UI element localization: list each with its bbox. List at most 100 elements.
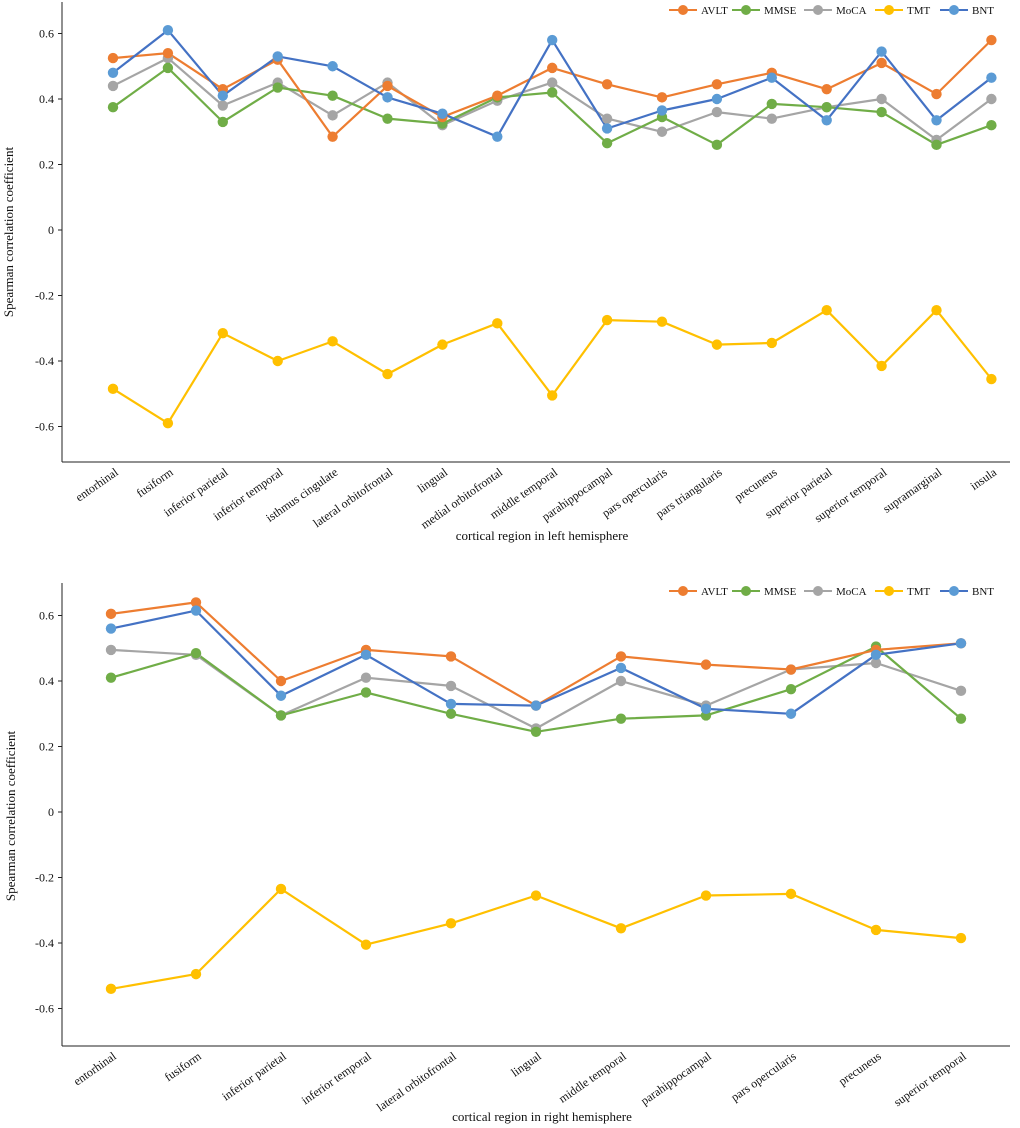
data-point-mmse	[382, 113, 393, 124]
legend-swatch-marker	[884, 586, 894, 596]
data-point-tmt	[700, 890, 712, 901]
y-tick-label: 0	[48, 223, 54, 237]
data-point-mmse	[190, 647, 202, 659]
data-point-avlt	[162, 47, 174, 59]
x-tick-label: lingual	[508, 1049, 544, 1080]
data-point-moca	[107, 80, 119, 92]
y-axis-label: Spearman correlation coefficient	[1, 147, 16, 318]
y-tick-label: 0	[48, 805, 54, 819]
data-point-mmse	[615, 713, 627, 724]
data-point-tmt	[190, 968, 202, 980]
x-tick-label: entorhinal	[71, 1049, 119, 1089]
data-point-tmt	[656, 316, 668, 327]
legend-label-bnt: BNT	[972, 586, 994, 598]
data-point-mmse	[107, 101, 119, 113]
data-point-mmse	[821, 101, 832, 113]
data-point-mmse	[601, 138, 613, 149]
data-point-tmt	[821, 305, 832, 316]
data-point-bnt	[870, 649, 882, 660]
y-tick-label: -0.2	[35, 871, 54, 885]
legend-swatch-marker	[884, 5, 894, 15]
data-point-moca	[547, 77, 558, 88]
data-point-moca	[327, 110, 338, 121]
data-point-avlt	[382, 80, 393, 92]
data-point-mmse	[272, 82, 283, 93]
data-point-avlt	[986, 34, 997, 46]
data-point-tmt	[327, 336, 338, 347]
data-point-tmt	[870, 924, 882, 936]
data-point-mmse	[445, 708, 457, 719]
data-point-tmt	[615, 923, 627, 934]
data-point-tmt	[382, 368, 393, 380]
data-point-bnt	[547, 34, 558, 46]
data-point-bnt	[766, 72, 777, 83]
data-point-bnt	[360, 649, 372, 660]
data-point-avlt	[445, 651, 457, 662]
data-point-mmse	[217, 116, 228, 128]
data-point-avlt	[821, 83, 832, 95]
data-point-moca	[656, 126, 668, 137]
legend-swatch-marker	[949, 5, 959, 15]
data-point-bnt	[656, 105, 668, 116]
y-tick-label: -0.4	[35, 354, 54, 368]
data-point-tmt	[105, 983, 117, 995]
x-tick-label: supramarginal	[880, 465, 945, 516]
series-line-tmt	[110, 887, 962, 990]
data-point-mmse	[275, 710, 287, 721]
data-point-tmt	[986, 373, 997, 385]
data-point-tmt	[876, 360, 887, 372]
legend-label-bnt: BNT	[972, 5, 994, 17]
data-point-avlt	[492, 90, 503, 101]
data-point-avlt	[190, 597, 202, 608]
data-point-mmse	[955, 713, 967, 724]
data-point-tmt	[711, 339, 723, 350]
y-tick-label: 0.2	[39, 740, 54, 754]
x-tick-label: fusiform	[134, 465, 176, 501]
legend-swatch-marker	[678, 586, 688, 596]
data-point-bnt	[530, 700, 542, 711]
data-point-mmse	[105, 672, 117, 683]
data-point-moca	[217, 100, 228, 111]
data-point-bnt	[492, 131, 503, 142]
data-point-mmse	[162, 62, 174, 74]
data-point-mmse	[360, 687, 372, 698]
y-tick-label: 0.4	[39, 674, 54, 688]
data-point-tmt	[360, 939, 372, 950]
data-point-tmt	[547, 390, 558, 401]
legend-label-tmt: TMT	[907, 586, 931, 598]
data-point-tmt	[217, 327, 228, 339]
legend-label-avlt: AVLT	[701, 586, 728, 598]
data-point-tmt	[162, 418, 174, 429]
data-point-avlt	[615, 651, 627, 662]
x-tick-label: inferior parietal	[219, 1049, 289, 1104]
data-point-mmse	[931, 139, 942, 151]
x-axis-label: cortical region in right hemisphere	[452, 1109, 632, 1124]
data-point-mmse	[327, 90, 338, 101]
legend-swatch-marker	[949, 586, 959, 596]
data-point-tmt	[272, 355, 283, 367]
data-point-tmt	[445, 918, 457, 929]
data-point-avlt	[876, 57, 887, 69]
data-point-moca	[870, 657, 882, 669]
data-point-tmt	[530, 890, 542, 901]
legend-swatch-marker	[741, 5, 751, 15]
data-point-moca	[986, 93, 997, 105]
data-point-bnt	[445, 698, 457, 710]
data-point-tmt	[931, 305, 942, 316]
data-point-tmt	[601, 314, 613, 326]
x-tick-label: lateral orbitofrontal	[374, 1049, 459, 1115]
legend-swatch-marker	[741, 586, 751, 596]
data-point-moca	[601, 113, 613, 124]
x-tick-label: pars opercularis	[728, 1049, 799, 1104]
data-point-avlt	[601, 79, 613, 90]
legend-label-moca: MoCA	[836, 586, 867, 598]
legend-swatch-marker	[813, 586, 823, 596]
data-point-avlt	[327, 131, 338, 142]
data-point-moca	[360, 672, 372, 683]
data-point-moca	[445, 680, 457, 692]
x-tick-label: superior temporal	[891, 1049, 969, 1110]
data-point-tmt	[766, 337, 777, 349]
series-line-bnt	[110, 609, 962, 715]
data-point-mmse	[986, 120, 997, 131]
data-point-bnt	[272, 51, 283, 62]
